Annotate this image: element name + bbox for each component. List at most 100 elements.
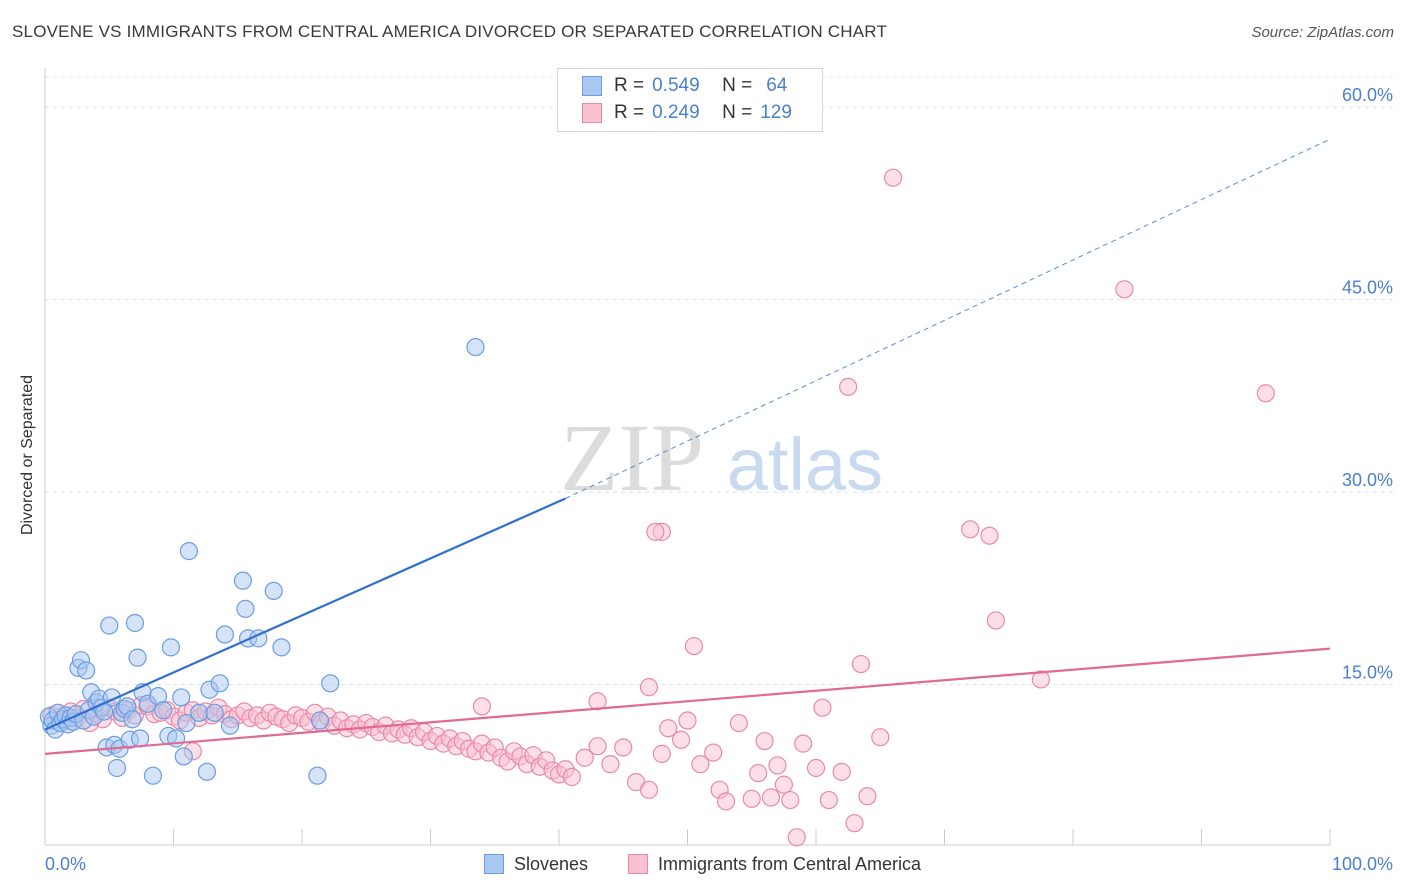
data-point [794,734,813,753]
trend-line-extension [565,138,1331,499]
data-point [832,762,851,781]
data-point [787,828,806,847]
data-point [130,729,150,748]
legend: R = 0.549 N = 64 R = 0.249 N = 129 [557,68,823,132]
data-point [177,713,196,733]
data-points [39,168,1275,847]
data-point [210,674,229,693]
legend-n-value: 64 [766,75,788,96]
legend-n-value: 129 [760,102,792,123]
tick-labels: 15.0% 30.0% 45.0% 60.0% 0.0% 100.0% [45,85,1393,874]
legend-swatch-slovenes [582,76,602,96]
data-point [883,168,903,187]
data-point [575,748,594,767]
legend-row-slovenes: R = 0.549 N = 64 [582,73,787,99]
data-point [639,780,659,799]
y-tick-label: 30.0% [1342,470,1393,490]
data-point [588,692,607,711]
trend-line [44,647,1331,755]
x-tick-label: 0.0% [45,854,86,874]
data-point [742,789,761,808]
legend-row-immigrants: R = 0.249 N = 129 [582,100,792,126]
data-point [172,688,191,707]
data-point [671,730,691,749]
data-point [684,636,704,656]
data-point [961,520,980,539]
data-point [851,654,871,674]
bottom-legend-immigrants: Immigrants from Central America [628,852,921,876]
watermark: ZIP atlas [560,404,883,511]
data-point [716,792,736,811]
y-tick-label: 60.0% [1342,85,1393,105]
data-point [472,697,491,716]
data-point [691,755,710,774]
data-point [190,703,209,722]
data-point [466,337,485,357]
data-point [1115,280,1134,299]
y-tick-label: 45.0% [1342,278,1393,298]
data-point [125,613,145,633]
legend-r-label: R = [614,102,645,123]
chart-title: SLOVENE VS IMMIGRANTS FROM CENTRAL AMERI… [12,22,888,41]
watermark-atlas: atlas [727,423,883,506]
bottom-legend-swatch-slovenes [484,854,504,874]
bottom-legend-slovenes: Slovenes [484,852,588,876]
bottom-legend-label-immigrants: Immigrants from Central America [658,853,922,874]
data-point [659,719,678,738]
data-point [233,571,252,590]
y-axis-title: Divorced or Separated [19,374,36,536]
data-point [77,661,96,680]
x-tick-label: 100.0% [1332,854,1393,874]
legend-swatch-immigrants [582,103,602,123]
data-point [154,701,173,720]
bottom-legend-swatch-immigrants [628,854,648,874]
data-point [871,728,890,747]
data-point [321,674,340,693]
data-point [845,814,864,833]
data-point [272,638,291,657]
data-point [562,767,581,787]
legend-n-label: N = [722,102,753,123]
data-point [236,599,255,618]
data-point [161,638,181,657]
bottom-legend-label-slovenes: Slovenes [514,853,589,874]
data-point [588,737,607,756]
source-label: Source: ZipAtlas.com [1251,24,1394,41]
data-point [819,790,838,810]
data-point [678,711,697,730]
grid-lines [45,76,1393,686]
legend-r-label: R = [614,75,645,96]
data-point [729,713,749,733]
data-point [761,788,781,807]
data-point [774,775,793,794]
legend-n-label: N = [722,75,753,96]
data-point [781,790,800,810]
data-point [813,698,832,717]
data-point [310,711,330,730]
legend-r-value: 0.249 [652,102,700,123]
data-point [215,625,234,644]
data-point [1031,670,1050,689]
y-tick-label: 15.0% [1342,663,1393,683]
data-point [264,581,283,601]
data-point [174,747,193,766]
data-point [986,611,1006,630]
data-point [652,744,671,763]
data-point [197,762,217,781]
data-point [768,756,787,775]
data-point [704,743,723,762]
data-point [1256,384,1275,403]
data-point [858,787,877,806]
data-point [980,526,999,545]
trend-lines [44,138,1331,755]
data-point [749,764,768,783]
data-point [308,766,327,785]
watermark-zip: ZIP [560,404,704,511]
trend-line [44,497,566,731]
data-point [601,755,620,774]
data-point [806,758,826,778]
data-point [100,616,119,635]
data-point [123,710,142,729]
data-point [128,648,147,667]
